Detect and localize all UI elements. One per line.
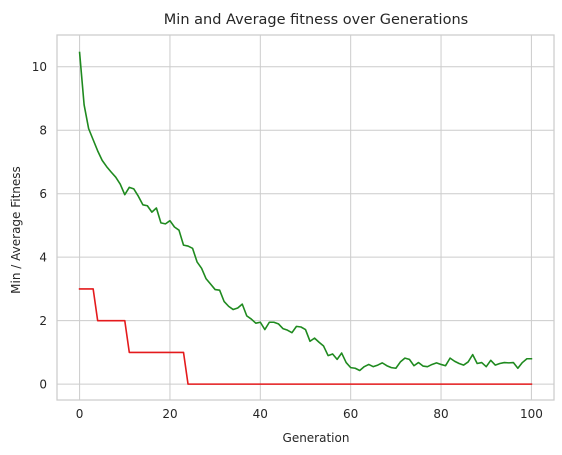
- x-tick-label: 40: [253, 407, 268, 421]
- y-axis-ticks: 0 2 4 6 8 10: [32, 60, 47, 391]
- y-tick-label: 8: [39, 124, 47, 138]
- y-tick-label: 10: [32, 60, 47, 74]
- x-tick-label: 100: [520, 407, 543, 421]
- x-axis-ticks: 0 20 40 60 80 100: [76, 407, 543, 421]
- y-tick-label: 6: [39, 187, 47, 201]
- x-tick-label: 0: [76, 407, 84, 421]
- y-tick-label: 2: [39, 314, 47, 328]
- min-fitness-line: [78, 288, 533, 385]
- x-tick-label: 80: [433, 407, 448, 421]
- series-layer: [78, 51, 533, 385]
- y-tick-label: 0: [39, 378, 47, 392]
- x-tick-label: 60: [343, 407, 358, 421]
- chart-title: Min and Average fitness over Generations: [164, 12, 468, 28]
- grid-lines: [57, 35, 554, 400]
- plot-area: [56, 34, 555, 401]
- y-axis-label: Min / Average Fitness: [9, 166, 23, 294]
- x-tick-label: 20: [162, 407, 177, 421]
- average-fitness-line: [78, 51, 533, 372]
- x-axis-label: Generation: [283, 431, 350, 445]
- y-tick-label: 4: [39, 251, 47, 265]
